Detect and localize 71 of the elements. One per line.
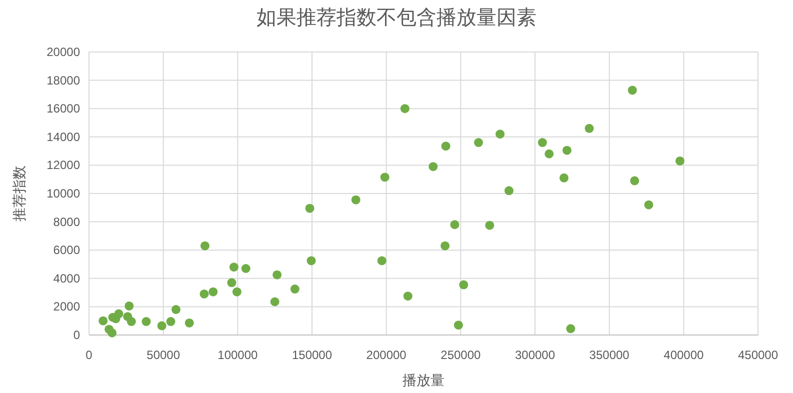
y-tick-label: 16000: [46, 102, 80, 116]
y-tick-label: 4000: [53, 271, 80, 286]
point: [166, 317, 176, 326]
y-tick-label: 10000: [46, 186, 80, 200]
point: [544, 149, 554, 158]
x-tick-label: 50000: [146, 348, 180, 362]
point: [241, 264, 250, 273]
point: [454, 320, 463, 330]
point: [562, 146, 572, 155]
y-tick-label: 0: [73, 328, 80, 342]
point: [380, 172, 390, 182]
point: [450, 220, 460, 230]
point: [496, 130, 505, 139]
point: [126, 317, 136, 326]
point: [157, 321, 166, 330]
point: [124, 301, 134, 310]
x-axis-title: 播放量: [402, 372, 444, 388]
x-tick-label: 450000: [738, 348, 778, 362]
point: [377, 256, 386, 266]
y-tick-label: 6000: [53, 243, 80, 258]
point: [200, 289, 209, 298]
point: [566, 324, 576, 334]
point: [227, 278, 236, 288]
point: [232, 287, 242, 296]
y-tick-label: 18000: [46, 73, 80, 88]
point: [538, 138, 547, 148]
point: [305, 204, 314, 213]
point: [644, 200, 654, 210]
point: [142, 317, 151, 326]
point: [459, 280, 468, 290]
y-tick-label: 12000: [46, 158, 80, 172]
point: [485, 220, 494, 230]
point: [628, 86, 637, 95]
point: [441, 142, 450, 151]
point: [290, 284, 300, 294]
point: [229, 262, 238, 272]
chart-title: 如果推荐指数不包含播放量因素: [256, 7, 536, 29]
point: [98, 316, 108, 326]
point: [675, 156, 684, 166]
point: [306, 256, 316, 266]
point: [171, 305, 180, 314]
x-tick-label: 200000: [366, 348, 407, 362]
point: [184, 318, 194, 328]
x-tick-label: 350000: [589, 348, 630, 362]
x-tick-label: 400000: [664, 348, 704, 362]
point: [200, 241, 210, 250]
x-tick-label: 100000: [218, 348, 258, 362]
x-tick-label: 250000: [440, 348, 482, 362]
point: [108, 328, 117, 338]
point: [630, 176, 640, 186]
x-tick-label: 150000: [292, 348, 332, 362]
point: [584, 124, 594, 133]
y-tick-label: 8000: [53, 214, 80, 229]
y-axis-title: 推荐指数: [11, 166, 27, 222]
y-tick-label: 14000: [46, 130, 80, 144]
point: [114, 309, 124, 318]
point: [504, 186, 514, 196]
point: [428, 162, 438, 172]
x-tick-label: 0: [86, 348, 93, 362]
x-tick-label: 300000: [514, 348, 556, 362]
point: [403, 292, 412, 301]
point: [351, 195, 360, 204]
point: [559, 173, 568, 182]
point: [208, 287, 218, 296]
point: [400, 104, 410, 114]
point: [440, 241, 450, 250]
point: [474, 138, 484, 148]
y-tick-label: 20000: [46, 45, 80, 59]
y-tick-label: 2000: [53, 300, 80, 314]
point: [272, 270, 282, 280]
point: [270, 297, 280, 306]
